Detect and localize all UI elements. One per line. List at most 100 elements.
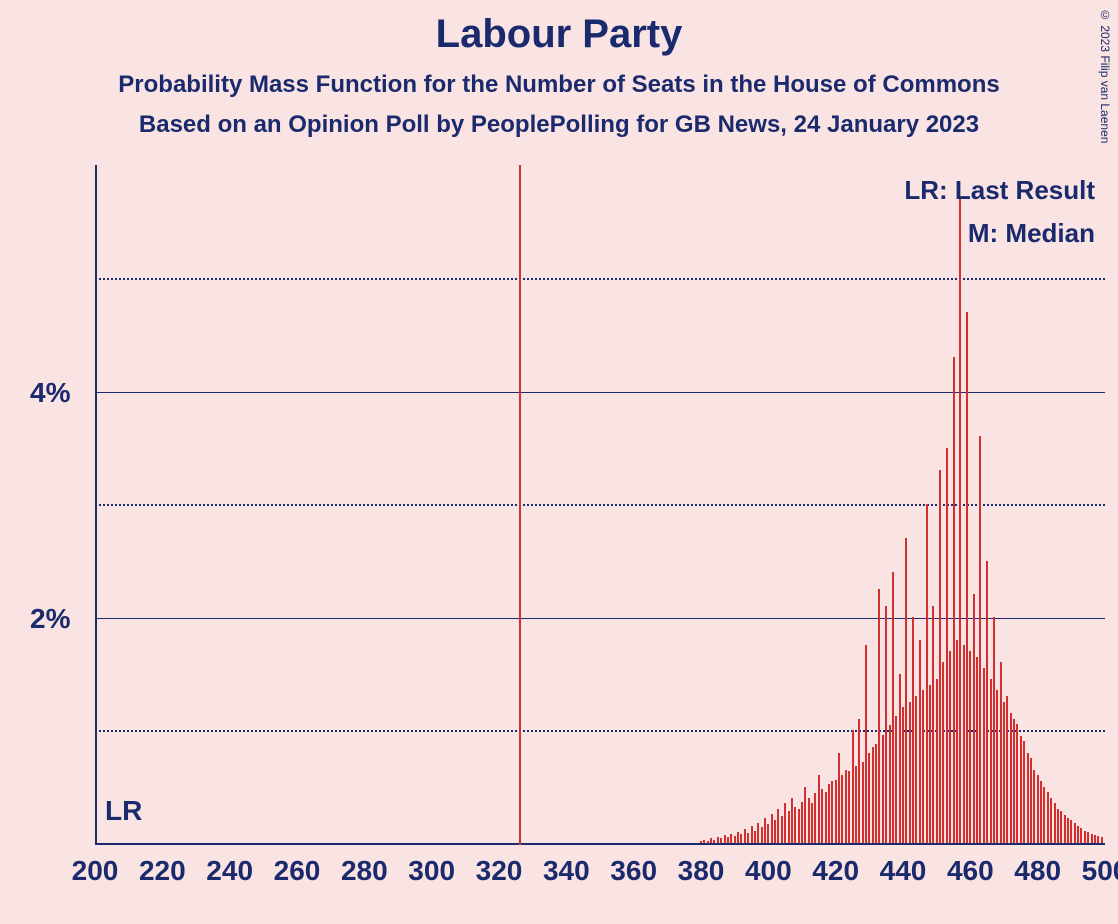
pmf-bar	[771, 814, 773, 843]
pmf-bar	[895, 716, 897, 843]
pmf-bar	[919, 640, 921, 843]
pmf-bar	[703, 840, 705, 843]
pmf-bar	[1040, 781, 1042, 843]
pmf-bar	[899, 674, 901, 844]
pmf-bar	[983, 668, 985, 843]
pmf-bar	[942, 662, 944, 843]
pmf-bar	[798, 809, 800, 843]
pmf-bar	[710, 838, 712, 843]
pmf-bar	[788, 811, 790, 843]
pmf-bar	[720, 838, 722, 843]
pmf-bar	[855, 766, 857, 843]
pmf-bar	[814, 793, 816, 843]
x-axis	[95, 843, 1105, 845]
pmf-bar	[1087, 832, 1089, 843]
copyright-text: © 2023 Filip van Laenen	[1098, 8, 1112, 143]
pmf-bar	[966, 312, 968, 843]
pmf-bar	[993, 617, 995, 843]
pmf-bar	[1097, 836, 1099, 843]
pmf-bar	[744, 829, 746, 843]
pmf-bar	[811, 803, 813, 843]
pmf-bar	[868, 753, 870, 843]
pmf-bar	[774, 820, 776, 843]
x-tick-label: 460	[947, 855, 994, 887]
pmf-bar	[976, 657, 978, 843]
pmf-bar	[986, 561, 988, 844]
y-tick-label: 2%	[30, 603, 98, 635]
x-tick-label: 300	[408, 855, 455, 887]
x-tick-label: 360	[610, 855, 657, 887]
pmf-bar	[845, 770, 847, 843]
pmf-bar	[905, 538, 907, 843]
pmf-bar	[1047, 792, 1049, 843]
x-tick-label: 240	[206, 855, 253, 887]
pmf-bar	[858, 719, 860, 843]
pmf-bar	[740, 834, 742, 843]
pmf-bar	[730, 834, 732, 843]
chart-subtitle-2: Based on an Opinion Poll by PeoplePollin…	[0, 111, 1118, 139]
pmf-bar	[946, 448, 948, 844]
pmf-bar	[1060, 811, 1062, 843]
pmf-bar	[1101, 837, 1103, 843]
pmf-bar	[1077, 826, 1079, 843]
x-tick-label: 220	[139, 855, 186, 887]
pmf-bar	[1070, 820, 1072, 843]
pmf-bar	[926, 504, 928, 843]
x-tick-label: 200	[72, 855, 119, 887]
pmf-bar	[791, 798, 793, 843]
x-tick-label: 320	[476, 855, 523, 887]
pmf-bar	[885, 606, 887, 843]
pmf-bar	[781, 816, 783, 843]
pmf-bar	[777, 809, 779, 843]
pmf-bar	[852, 730, 854, 843]
pmf-bar	[1016, 724, 1018, 843]
pmf-bar	[754, 831, 756, 843]
pmf-bar	[737, 832, 739, 843]
pmf-bar	[889, 725, 891, 843]
chart-title: Labour Party	[0, 0, 1118, 57]
pmf-bar	[915, 696, 917, 843]
pmf-bar	[835, 780, 837, 843]
pmf-bar	[751, 826, 753, 843]
x-tick-label: 420	[812, 855, 859, 887]
pmf-bar	[838, 753, 840, 843]
pmf-bar	[828, 784, 830, 843]
pmf-bar	[892, 572, 894, 843]
pmf-bar	[949, 651, 951, 843]
pmf-bar	[1020, 736, 1022, 843]
pmf-bar	[912, 617, 914, 843]
pmf-bar	[936, 679, 938, 843]
pmf-bar	[1050, 798, 1052, 843]
pmf-bar	[872, 747, 874, 843]
pmf-bar	[1043, 787, 1045, 844]
x-tick-label: 340	[543, 855, 590, 887]
pmf-bar	[734, 836, 736, 843]
pmf-bar	[996, 690, 998, 843]
pmf-bar	[1054, 803, 1056, 843]
pmf-bar	[956, 640, 958, 843]
pmf-bar	[1003, 702, 1005, 843]
y-tick-label: 4%	[30, 377, 98, 409]
pmf-bar	[932, 606, 934, 843]
pmf-bar	[1023, 741, 1025, 843]
pmf-bar	[882, 735, 884, 843]
pmf-bar	[757, 823, 759, 843]
pmf-bar	[831, 781, 833, 843]
pmf-bar	[875, 744, 877, 843]
pmf-bar	[848, 771, 850, 843]
pmf-bar	[808, 798, 810, 843]
pmf-bar	[963, 645, 965, 843]
pmf-bar	[878, 589, 880, 843]
pmf-bar	[1057, 809, 1059, 843]
x-tick-label: 260	[274, 855, 321, 887]
pmf-bar	[1067, 818, 1069, 843]
pmf-bar	[1000, 662, 1002, 843]
pmf-bar	[841, 775, 843, 843]
pmf-bar	[700, 841, 702, 843]
pmf-bar	[1037, 775, 1039, 843]
pmf-bar	[784, 803, 786, 843]
pmf-bar	[990, 679, 992, 843]
pmf-bar	[973, 594, 975, 843]
pmf-bar	[804, 787, 806, 844]
x-tick-label: 400	[745, 855, 792, 887]
